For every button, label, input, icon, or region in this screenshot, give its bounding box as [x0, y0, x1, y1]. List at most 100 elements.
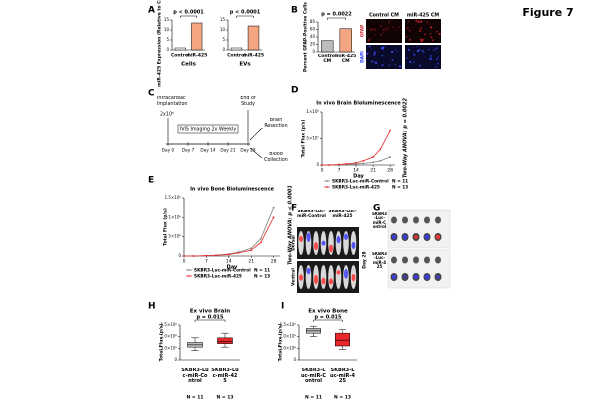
- cell-signal: [381, 64, 384, 67]
- data-point: [362, 159, 365, 162]
- cell-signal: [371, 49, 373, 51]
- cell-signal: [420, 38, 423, 41]
- image-row-label: GFAP: [360, 25, 366, 37]
- day-label: Day 14: [200, 148, 216, 154]
- cell-signal: [405, 35, 408, 38]
- outcome-label: Blood Collection: [264, 152, 288, 163]
- x-tick-label: Control CM: [317, 54, 337, 64]
- day-label: Day 7: [182, 148, 195, 154]
- cell-signal: [409, 60, 412, 64]
- cell-signal: [439, 33, 441, 36]
- cell-signal: [418, 49, 421, 52]
- cell-signal: [433, 49, 435, 51]
- cell-count: 2x10⁵: [160, 112, 174, 118]
- x-tick-label: SKBR3-Luc-miR-Control: [181, 368, 209, 385]
- cell-signal: [435, 66, 437, 68]
- significance-bracket: [194, 319, 226, 322]
- mouse: [320, 265, 327, 289]
- y-axis-label: Total Flux (p/s): [278, 324, 284, 362]
- organ: [402, 216, 408, 224]
- x-tick-label: miR-425: [243, 53, 264, 59]
- data-point: [272, 216, 275, 219]
- legend-label: SKBR3-Luc-miR-Control: [332, 179, 389, 185]
- cell-signal: [429, 57, 432, 61]
- cell-signal: [381, 47, 385, 50]
- signal: [424, 274, 430, 280]
- x-tick-label-box: SKBR3-Luc-miR-425: [330, 368, 355, 385]
- cell-signal: [389, 25, 391, 27]
- signal: [299, 235, 303, 242]
- image-column-label: miR-425 CM: [407, 13, 440, 19]
- image-column-label: SKBR3-Luc-miR-425: [328, 210, 357, 219]
- branch-arrow: [249, 127, 263, 141]
- end-label-box: End of Study: [240, 96, 255, 107]
- data-point: [237, 252, 240, 254]
- signal: [403, 275, 407, 279]
- y-tick-label: 0: [166, 47, 169, 52]
- y-tick-label: 0: [316, 162, 319, 167]
- organ: [424, 256, 430, 264]
- data-point: [372, 161, 374, 164]
- cell-signal: [398, 65, 402, 68]
- cell-signal: [436, 58, 438, 60]
- cell-signal: [369, 28, 373, 31]
- bar: [339, 28, 352, 53]
- cell-signal: [368, 45, 371, 48]
- cell-signal: [384, 26, 387, 28]
- annotation: p = 0.0022: [321, 12, 352, 18]
- cell-signal: [413, 61, 415, 63]
- signal: [436, 275, 440, 279]
- cell-signal: [388, 64, 391, 66]
- cell-signal: [437, 62, 439, 65]
- bar: [174, 47, 186, 51]
- annotation: p = 0.015: [196, 315, 224, 321]
- cell-signal: [383, 31, 385, 33]
- cell-signal: [420, 27, 422, 30]
- signal: [336, 236, 341, 244]
- signal: [351, 273, 356, 282]
- data-point: [259, 237, 262, 240]
- y-tick-label: 0: [222, 47, 225, 52]
- x-tick-label: SKBR3-Luc-miR-425: [330, 368, 355, 385]
- image-column-label-box: SKBR3-Luc-miR-425: [328, 210, 357, 219]
- x-tick-label: 7: [338, 168, 341, 174]
- image-row-label: SKBR3-Luc-miR-Control: [372, 212, 387, 230]
- data-point: [227, 253, 230, 256]
- outcome-label-box: Brain Resection: [264, 118, 287, 129]
- panel-letter: E: [148, 176, 154, 186]
- cell-signal: [406, 27, 409, 29]
- signal: [391, 274, 397, 280]
- annotation: Two-Way ANOVA: p < 0.0001: [288, 185, 294, 265]
- signal: [329, 278, 333, 285]
- data-point: [372, 156, 374, 158]
- y-tick-label: 15: [220, 17, 226, 22]
- signal: [321, 240, 326, 246]
- signal: [344, 268, 348, 279]
- x-tick-label: miR-425 CM: [335, 54, 357, 64]
- signal: [306, 232, 311, 242]
- legend-count: N = 11: [254, 268, 270, 274]
- organ: [435, 256, 441, 264]
- x-tick-label: 14: [353, 168, 359, 174]
- y-tick-label: 10: [164, 27, 170, 32]
- box: [217, 337, 233, 344]
- x-tick-label: 14: [226, 259, 232, 265]
- x-tick-label-box: miR-425 CM: [335, 54, 357, 64]
- x-tick-label: 7: [205, 259, 208, 265]
- data-point: [389, 156, 392, 158]
- x-tick-label: 0: [321, 168, 324, 174]
- cell-signal: [394, 63, 396, 66]
- cell-signal: [416, 46, 418, 48]
- cell-signal: [413, 53, 416, 56]
- data-point: [389, 129, 392, 132]
- y-tick-label: 5×10⁷: [306, 136, 319, 141]
- signal: [424, 234, 430, 240]
- cell-signal: [372, 28, 375, 31]
- cell-signal: [373, 51, 376, 54]
- legend-count: N = 13: [254, 274, 270, 280]
- image-row-label: Dorsal: [291, 235, 297, 251]
- y-tick-label: 1.0×10⁶: [161, 334, 178, 339]
- cell-signal: [394, 49, 396, 51]
- data-point: [362, 162, 365, 165]
- x-tick-label: Control: [171, 53, 190, 59]
